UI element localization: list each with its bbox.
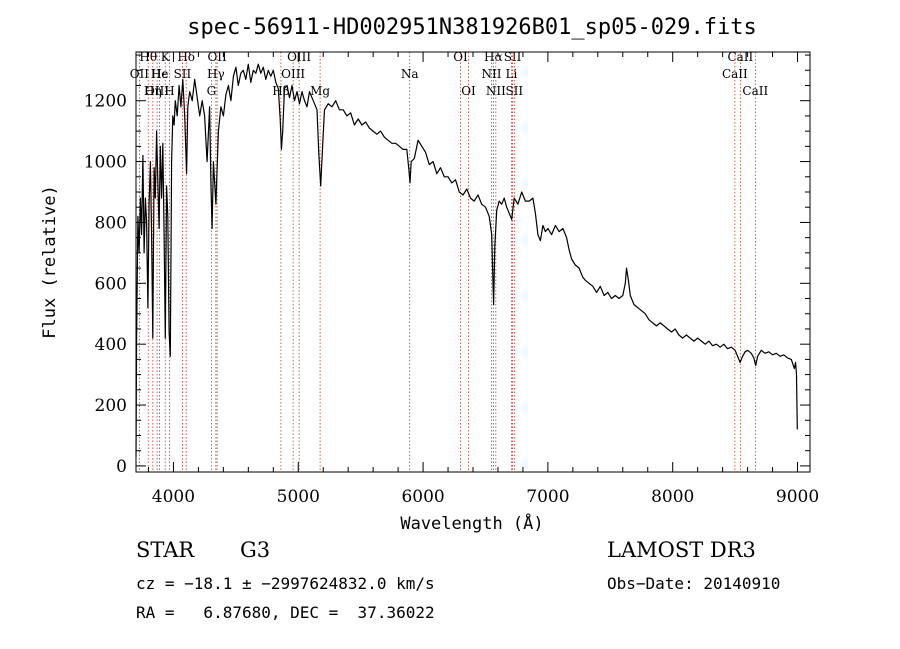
spectral-line-label: Hδ xyxy=(177,50,195,64)
x-tick-label: 9000 xyxy=(776,487,819,507)
x-tick-label: 4000 xyxy=(152,487,195,507)
coordinates-readout: RA = 6.87680, DEC = 37.36022 xyxy=(136,603,435,622)
x-tick-label: 8000 xyxy=(651,487,694,507)
spectral-line-label: OII xyxy=(130,67,150,81)
spectral-line-label: Mg xyxy=(310,84,330,98)
redshift-readout: cz = −18.1 ± −2997624832.0 km/s xyxy=(136,574,435,593)
x-tick-label: 5000 xyxy=(277,487,320,507)
y-tick-label: 1000 xyxy=(84,153,127,173)
spectral-line-label: OI xyxy=(453,50,468,64)
spectral-line-label: SII xyxy=(174,67,192,81)
spectral-line-label: He xyxy=(151,67,169,81)
y-tick-label: 600 xyxy=(95,274,127,294)
y-tick-label: 1200 xyxy=(84,92,127,112)
spectrum-chart: spec-56911-HD002951N381926B01_sp05-029.f… xyxy=(40,15,819,534)
spectral-line-label: G xyxy=(207,84,217,98)
spectral-line-label: OIII xyxy=(145,84,169,98)
y-tick-label: 400 xyxy=(95,335,127,355)
spectral-line-label: OI xyxy=(461,84,476,98)
spectrum-line xyxy=(135,63,798,457)
y-tick-label: 200 xyxy=(95,396,127,416)
spectral-line-label: SII xyxy=(505,84,523,98)
y-axis: 0 200 400 600 800 1000 1200 xyxy=(84,54,810,477)
x-axis: 4000 5000 6000 7000 8000 9000 xyxy=(147,52,819,507)
observation-date: Obs−Date: 20140910 xyxy=(607,574,781,593)
spectral-line-label: Li xyxy=(506,67,518,81)
spectral-line-label: SII xyxy=(504,50,522,64)
spectral-line-label: CaII xyxy=(742,84,768,98)
spectral-line-label: K xyxy=(161,50,171,64)
chart-title: spec-56911-HD002951N381926B01_sp05-029.f… xyxy=(187,15,757,40)
spectral-line-label: H xyxy=(164,84,174,98)
spectral-line-label: CaII xyxy=(722,67,748,81)
x-tick-label: 6000 xyxy=(401,487,444,507)
spectral-line-label: NII xyxy=(486,84,506,98)
spectral-line-label: Hγ xyxy=(207,67,225,81)
survey-name: LAMOST DR3 xyxy=(607,538,756,562)
y-tick-label: 0 xyxy=(116,457,127,477)
spectral-line-label: Hη xyxy=(144,84,162,98)
object-subclass: G3 xyxy=(240,538,271,562)
spectral-line-label: Na xyxy=(401,67,419,81)
x-axis-label: Wavelength (Å) xyxy=(400,512,543,534)
spectral-line-label: Hε xyxy=(151,67,168,81)
spectral-line-label: OII xyxy=(207,50,227,64)
spectral-line-label: NII xyxy=(481,67,501,81)
spectral-line-label: OIII xyxy=(281,67,305,81)
y-tick-label: 800 xyxy=(95,213,127,233)
x-tick-label: 7000 xyxy=(526,487,569,507)
object-class: STAR xyxy=(136,538,195,562)
y-axis-label: Flux (relative) xyxy=(40,185,60,339)
spectral-line-label: CaII xyxy=(727,50,753,64)
plot-frame xyxy=(135,51,811,473)
